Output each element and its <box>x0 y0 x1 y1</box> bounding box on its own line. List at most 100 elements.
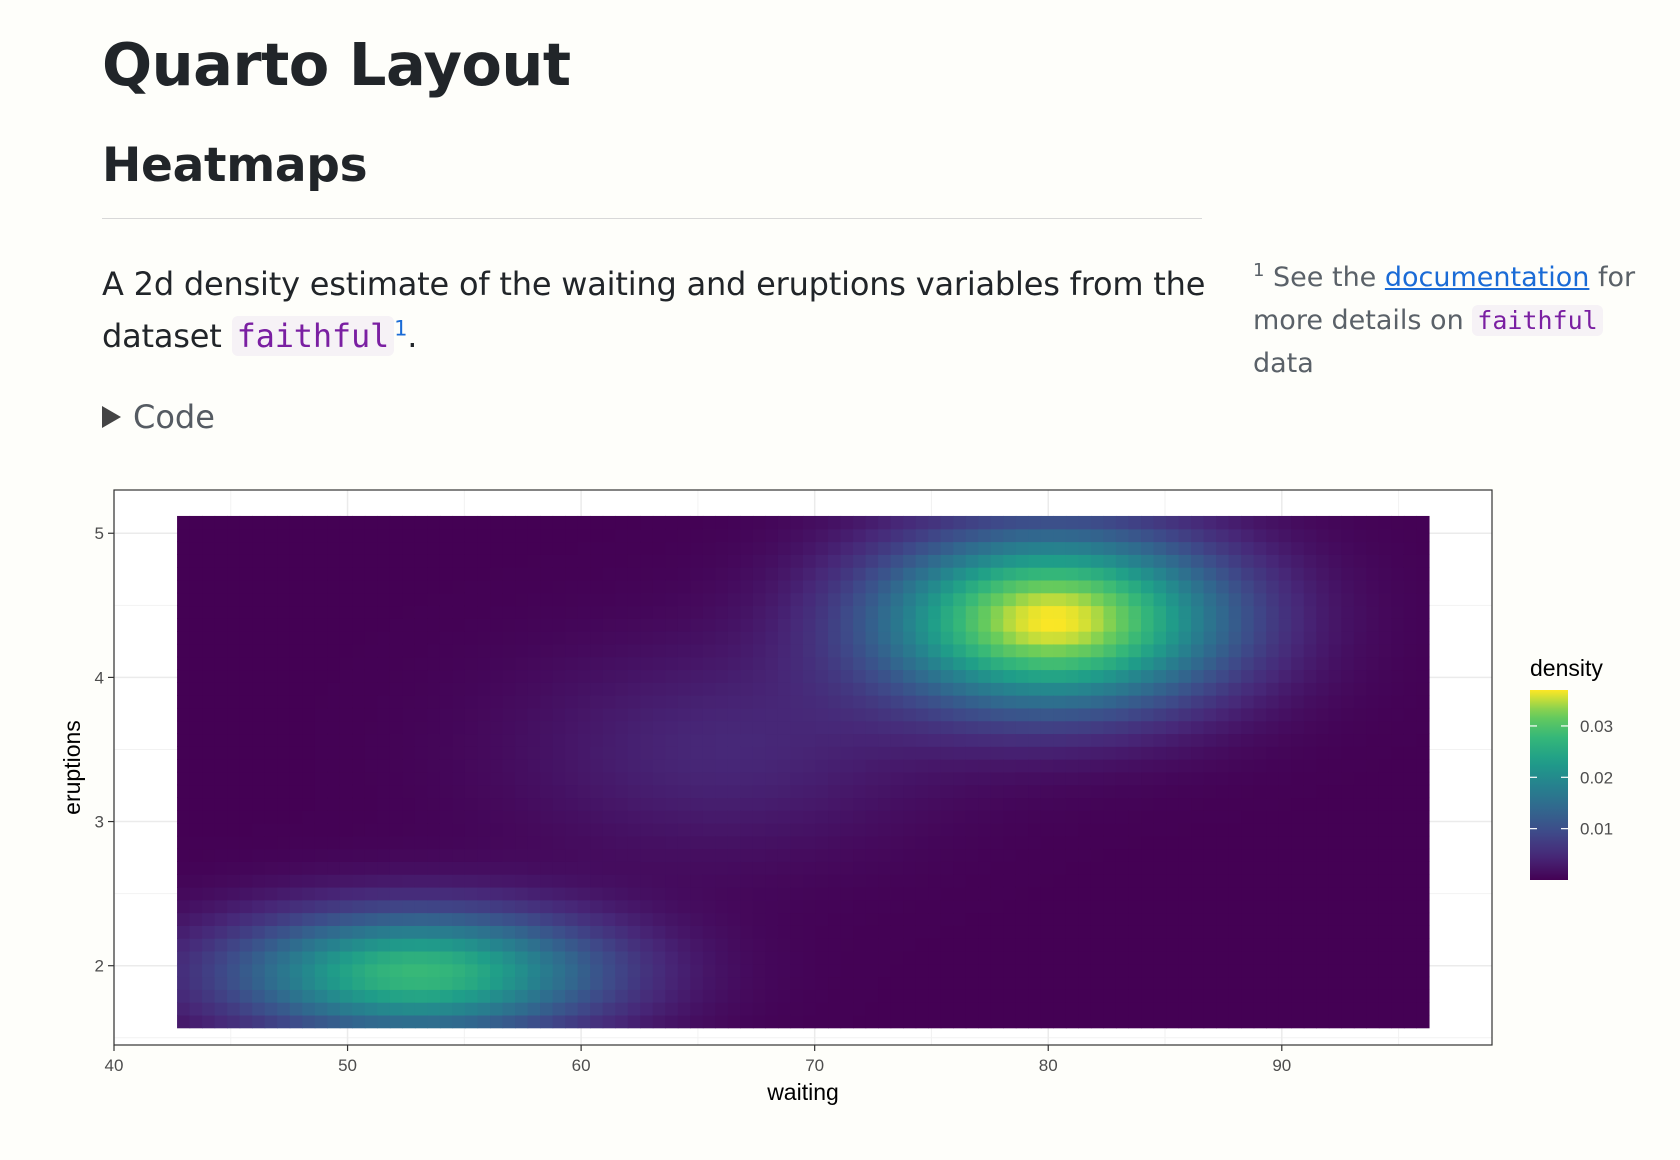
heatmap-cell <box>227 541 241 555</box>
heatmap-cell <box>1040 784 1054 799</box>
heatmap-cell <box>652 695 666 709</box>
heatmap-cell <box>765 695 779 709</box>
heatmap-cell <box>1366 784 1380 799</box>
heatmap-cell <box>477 963 491 978</box>
heatmap-cell <box>853 669 867 683</box>
heatmap-cell <box>627 643 641 658</box>
heatmap-cell <box>1391 592 1405 607</box>
heatmap-cell <box>878 618 892 632</box>
heatmap-cell <box>1353 733 1367 747</box>
heatmap-cell <box>1353 848 1367 862</box>
heatmap-cell <box>1065 784 1080 799</box>
heatmap-cell <box>1103 963 1117 978</box>
code-toggle[interactable]: Code <box>102 398 215 436</box>
heatmap-cell <box>1303 848 1317 862</box>
heatmap-cell <box>339 592 353 607</box>
heatmap-cell <box>540 784 554 799</box>
heatmap-cell <box>477 874 491 888</box>
heatmap-cell <box>1241 656 1255 671</box>
heatmap-cell <box>640 528 654 543</box>
heatmap-cell <box>427 938 441 952</box>
heatmap-cell <box>577 567 591 581</box>
heatmap-cell <box>389 1014 403 1029</box>
documentation-link[interactable]: documentation <box>1384 262 1590 293</box>
heatmap-cell <box>803 912 817 926</box>
heatmap-cell <box>389 746 403 760</box>
heatmap-cell <box>1228 746 1242 760</box>
heatmap-cell <box>1153 886 1167 901</box>
heatmap-cell <box>452 579 466 594</box>
heatmap-cell <box>702 515 716 530</box>
heatmap-cell <box>527 771 541 786</box>
heatmap-cell <box>1065 605 1080 619</box>
heatmap-cell <box>853 874 867 888</box>
heatmap-cell <box>1141 823 1155 837</box>
heatmap-cell <box>1166 835 1180 850</box>
heatmap-cell <box>1303 515 1317 530</box>
heatmap-cell <box>890 784 904 799</box>
heatmap-cell <box>1153 746 1167 760</box>
heatmap-cell <box>940 515 954 530</box>
heatmap-cell <box>1228 695 1242 709</box>
heatmap-cell <box>890 759 904 773</box>
heatmap-cell <box>552 605 566 619</box>
heatmap-cell <box>1203 797 1217 811</box>
heatmap-cell <box>715 669 729 683</box>
heatmap-cell <box>439 989 454 1003</box>
heatmap-cell <box>477 976 491 990</box>
heatmap-cell <box>765 720 779 735</box>
heatmap-cell <box>389 669 403 683</box>
heatmap-cell <box>1403 1014 1418 1029</box>
heatmap-cell <box>715 682 729 696</box>
heatmap-cell <box>1003 682 1017 696</box>
heatmap-cell <box>502 810 516 824</box>
heatmap-cell <box>1241 810 1255 824</box>
heatmap-cell <box>765 771 779 786</box>
heatmap-cell <box>928 643 942 658</box>
heatmap-cell <box>189 733 203 747</box>
heatmap-cell <box>765 643 779 658</box>
heatmap-cell <box>1203 707 1217 722</box>
heatmap-cell <box>1341 567 1355 581</box>
heatmap-cell <box>878 707 892 722</box>
heatmap-cell <box>352 861 366 875</box>
heatmap-cell <box>740 579 754 594</box>
footnote-ref[interactable]: 1 <box>394 316 408 341</box>
heatmap-cell <box>1166 1002 1180 1016</box>
heatmap-cell <box>364 579 378 594</box>
heatmap-cell <box>602 848 616 862</box>
heatmap-cell <box>1416 541 1430 555</box>
heatmap-cell <box>264 861 278 875</box>
heatmap-cell <box>352 656 366 671</box>
heatmap-cell <box>1391 759 1405 773</box>
heatmap-cell <box>1028 579 1042 594</box>
heatmap-cell <box>1015 950 1029 965</box>
heatmap-cell <box>1166 938 1180 952</box>
heatmap-cell <box>928 618 942 632</box>
heatmap-cell <box>1141 963 1155 978</box>
heatmap-cell <box>515 963 529 978</box>
heatmap-cell <box>1103 541 1117 555</box>
heatmap-cell <box>752 592 767 607</box>
heatmap-cell <box>727 938 742 952</box>
heatmap-cell <box>189 759 203 773</box>
heatmap-cell <box>1241 861 1255 875</box>
heatmap-cell <box>840 669 854 683</box>
heatmap-cell <box>590 835 604 850</box>
heatmap-cell <box>1128 746 1142 760</box>
heatmap-cell <box>1291 784 1305 799</box>
heatmap-cell <box>1366 1002 1380 1016</box>
heatmap-cell <box>1353 899 1367 914</box>
heatmap-cell <box>1416 643 1430 658</box>
heatmap-cell <box>1153 1014 1167 1029</box>
heatmap-cell <box>552 515 566 530</box>
heatmap-cell <box>527 554 541 568</box>
heatmap-cell <box>1040 823 1054 837</box>
heatmap-cell <box>402 682 416 696</box>
heatmap-cell <box>227 784 241 799</box>
heatmap-cell <box>803 861 817 875</box>
heatmap-cell <box>815 810 829 824</box>
heatmap-cell <box>1303 541 1317 555</box>
heatmap-cell <box>339 605 353 619</box>
heatmap-cell <box>1178 592 1192 607</box>
